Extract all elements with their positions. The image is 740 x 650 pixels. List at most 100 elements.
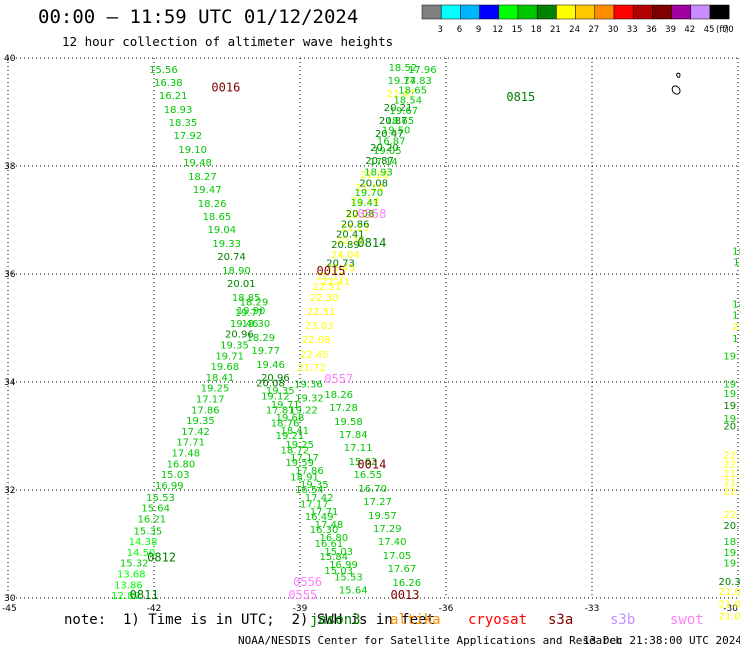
wave-height-label: 19.68: [210, 362, 239, 373]
wave-height-label: 19.70: [355, 188, 384, 199]
legend-swatch: [632, 4, 653, 20]
wave-height-label: 15.03: [324, 547, 353, 558]
wave-height-label: 16.38: [154, 78, 183, 89]
wave-height-label: 17.27: [363, 497, 392, 508]
wave-height-label: 21.72: [297, 363, 326, 374]
wave-height-label: 19.58: [334, 417, 363, 428]
wave-height-label: 15.64: [339, 586, 368, 597]
chart-title: 00:00 – 11:59 UTC 01/12/2024: [38, 6, 359, 28]
wave-height-label: 17: [732, 334, 740, 345]
wave-height-label: 17.71: [176, 438, 205, 449]
y-tick-label: 32: [4, 486, 15, 496]
wave-height-label: 18.52: [389, 63, 418, 74]
x-tick-label: -30: [723, 604, 738, 614]
legend-swatch: [421, 4, 442, 20]
legend-swatch: [613, 4, 634, 20]
wave-height-label: 18.29: [246, 333, 275, 344]
wave-height-label: 21.07: [719, 587, 740, 598]
wave-height-label: 18.93: [164, 105, 193, 116]
legend-bin-label: 18: [531, 25, 542, 35]
wave-height-label: 18.26: [198, 199, 227, 210]
wave-height-label: 21.47: [387, 89, 416, 100]
island-outline: [676, 72, 681, 78]
wave-height-label: 22.51: [307, 307, 336, 318]
pass-time-label: 0558: [357, 207, 386, 221]
wave-height-label: 21.14: [351, 196, 380, 207]
wave-height-label: 19.25: [285, 440, 314, 451]
wave-height-label: 15.53: [146, 493, 175, 504]
legend-swatch: [479, 4, 500, 20]
wave-height-label: 19.50: [382, 126, 411, 137]
legend-swatch: [556, 4, 576, 20]
wave-height-label: 19.68: [276, 413, 305, 424]
wave-height-label: 17.40: [378, 537, 407, 548]
legend-swatch: [498, 4, 519, 20]
wave-height-label: 18.90: [222, 266, 251, 277]
wave-height-label: 22.33: [336, 236, 365, 247]
legend-bin-label: 9: [476, 25, 481, 35]
wave-height-label: 17.71: [310, 507, 339, 518]
pass-time-label: 0557: [324, 372, 353, 386]
y-tick-label: 38: [4, 162, 16, 172]
wave-height-label: 19.25: [201, 384, 230, 395]
wave-height-label: 17.48: [315, 520, 344, 531]
wave-height-label: 17.17: [290, 453, 319, 464]
wave-height-label: 16.99: [155, 481, 184, 492]
legend-bin-label: 6: [457, 25, 462, 35]
wave-height-label: 17.81: [266, 405, 295, 416]
wave-height-label: 19.77: [235, 308, 264, 319]
wave-height-label: 22.51: [313, 282, 342, 293]
wave-height-label: 19.12: [261, 391, 290, 402]
wave-height-label: 19.41: [351, 198, 380, 209]
pass-time-label: 0013: [391, 588, 420, 602]
wave-height-label: 19.35: [266, 386, 295, 397]
legend-swatch: [709, 4, 730, 20]
wave-height-label: 18: [732, 299, 740, 310]
wave-height-label: 20.87: [379, 116, 408, 127]
wave-height-label: 19.35: [220, 341, 249, 352]
wave-height-label: 19.46: [230, 319, 259, 330]
pass-time-label: 0016: [211, 80, 240, 94]
legend-swatch: [440, 4, 461, 20]
wave-height-label: 22.45: [300, 350, 329, 361]
wave-height-label: 19.05: [373, 146, 402, 157]
wave-height-label: 17.83: [403, 76, 432, 87]
wave-height-label: 20.87: [365, 156, 394, 167]
wave-height-label: 20.21: [384, 103, 413, 114]
y-tick-label: 30: [4, 594, 16, 604]
y-tick-label: 40: [4, 54, 16, 64]
wave-height-label: 19.59: [285, 458, 314, 469]
wave-height-label: 16.26: [392, 578, 421, 589]
wave-height-label: 19.35: [300, 480, 329, 491]
wave-height-label: 15.53: [334, 573, 363, 584]
wave-height-label: 20.73: [326, 258, 355, 269]
wave-height-label: 15.35: [134, 526, 163, 537]
wave-height-label: 16.30: [310, 525, 339, 536]
wave-height-label: 22.05: [723, 459, 740, 470]
satellite-legend-s3a: s3a: [548, 612, 574, 628]
legend-bin-label: 15: [512, 25, 523, 35]
legend-bin-label: 12: [492, 25, 503, 35]
wave-height-label: 19.31: [723, 548, 740, 559]
legend-unit-label: (ft): [716, 25, 729, 35]
legend-bin-label: 24: [569, 25, 580, 35]
wave-height-label: 18.65: [203, 212, 232, 223]
wave-height-label: 17.05: [383, 551, 412, 562]
wave-height-label: 18.91: [290, 472, 319, 483]
wave-height-label: 17.96: [408, 65, 437, 76]
wave-height-label: 16.49: [305, 512, 334, 523]
wave-height-label: 20.08: [359, 179, 388, 190]
wave-height-label: 21.26: [360, 170, 389, 181]
wave-height-label: 16.99: [329, 560, 358, 571]
wave-height-label: 17.28: [329, 403, 358, 414]
wave-height-label: 18.85: [232, 293, 261, 304]
wave-height-label: 18.30: [242, 319, 271, 330]
pass-time-label: 0815: [506, 90, 535, 104]
pass-time-label: 0812: [147, 550, 176, 564]
wave-height-label: 22.17: [317, 271, 346, 282]
legend-bin-label: 27: [588, 25, 599, 35]
wave-height-label: 21.13: [355, 183, 384, 194]
wave-height-label: 20.37: [719, 577, 740, 588]
wave-height-label: 20.71: [723, 521, 740, 532]
wave-height-label: 16.54: [295, 485, 324, 496]
